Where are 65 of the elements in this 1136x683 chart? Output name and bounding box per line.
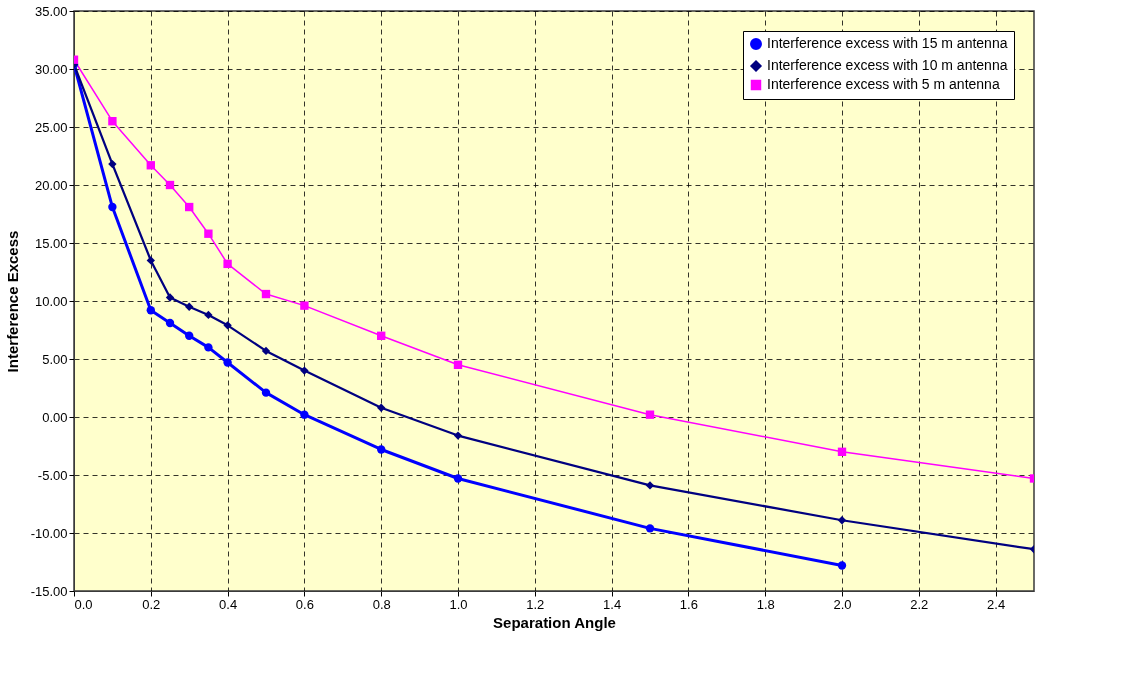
point [165, 318, 175, 328]
point [300, 366, 309, 375]
y-tick-label: 25.00 [34, 119, 68, 135]
point [204, 343, 213, 352]
point [223, 358, 232, 367]
x-tick-label: 2.2 [910, 596, 929, 612]
point [645, 524, 655, 533]
point [165, 180, 175, 190]
x-tick-label: 1.8 [756, 596, 775, 612]
point [223, 259, 232, 269]
x-tick-label: 1.6 [679, 596, 698, 612]
point [261, 289, 271, 299]
legend-label: Interference excess with 15 m antenna [767, 35, 1008, 51]
x-tick-label: 0.2 [142, 596, 161, 612]
x-tick-label: 1.4 [603, 596, 622, 612]
point [261, 388, 271, 397]
point [377, 445, 386, 454]
point [223, 321, 232, 330]
point [453, 474, 463, 483]
point [837, 447, 847, 456]
y-tick-label: -5.00 [37, 467, 68, 483]
y-tick-label: -15.00 [30, 583, 68, 599]
x-tick-label: 1.0 [449, 596, 468, 612]
point [108, 117, 117, 126]
y-tick-label: 5.00 [42, 351, 68, 367]
x-tick-label: 2.4 [987, 596, 1006, 612]
point [146, 256, 155, 265]
x-tick-label: 0.8 [372, 596, 391, 612]
point [837, 516, 847, 525]
x-tick-label: 0.0 [74, 596, 93, 612]
point [146, 161, 155, 170]
point [453, 360, 463, 369]
y-tick-label: 20.00 [34, 177, 68, 193]
y-tick-label: 10.00 [34, 293, 68, 309]
point [108, 159, 117, 169]
y-tick-label: 30.00 [34, 61, 68, 77]
y-tick-label: 15.00 [34, 235, 68, 251]
point [185, 331, 194, 340]
point [261, 346, 271, 356]
y-axis-title: Interference Excess [3, 230, 21, 373]
legend-label: Interference excess with 10 m antenna [767, 57, 1008, 73]
point [377, 331, 386, 340]
point [146, 306, 155, 315]
point [300, 410, 309, 419]
y-tick-label: 0.00 [42, 409, 68, 425]
x-tick-label: 2.0 [833, 596, 852, 612]
point [185, 302, 194, 311]
point [185, 202, 194, 212]
point [377, 403, 386, 412]
point [453, 431, 463, 440]
point [165, 293, 175, 302]
point [204, 310, 213, 320]
x-tick-label: 0.4 [219, 596, 238, 612]
point [108, 202, 117, 212]
y-tick-label: 35.00 [34, 3, 68, 19]
x-axis-title: Separation Angle [493, 613, 616, 631]
point [645, 481, 655, 490]
y-tick-label: -10.00 [30, 525, 68, 541]
point [837, 561, 847, 570]
x-tick-label: 1.2 [526, 596, 545, 612]
x-tick-label: 0.6 [295, 596, 314, 612]
point [300, 301, 309, 310]
point [645, 410, 655, 419]
point [204, 229, 213, 238]
legend-label: Interference excess with 5 m antenna [767, 76, 1000, 92]
